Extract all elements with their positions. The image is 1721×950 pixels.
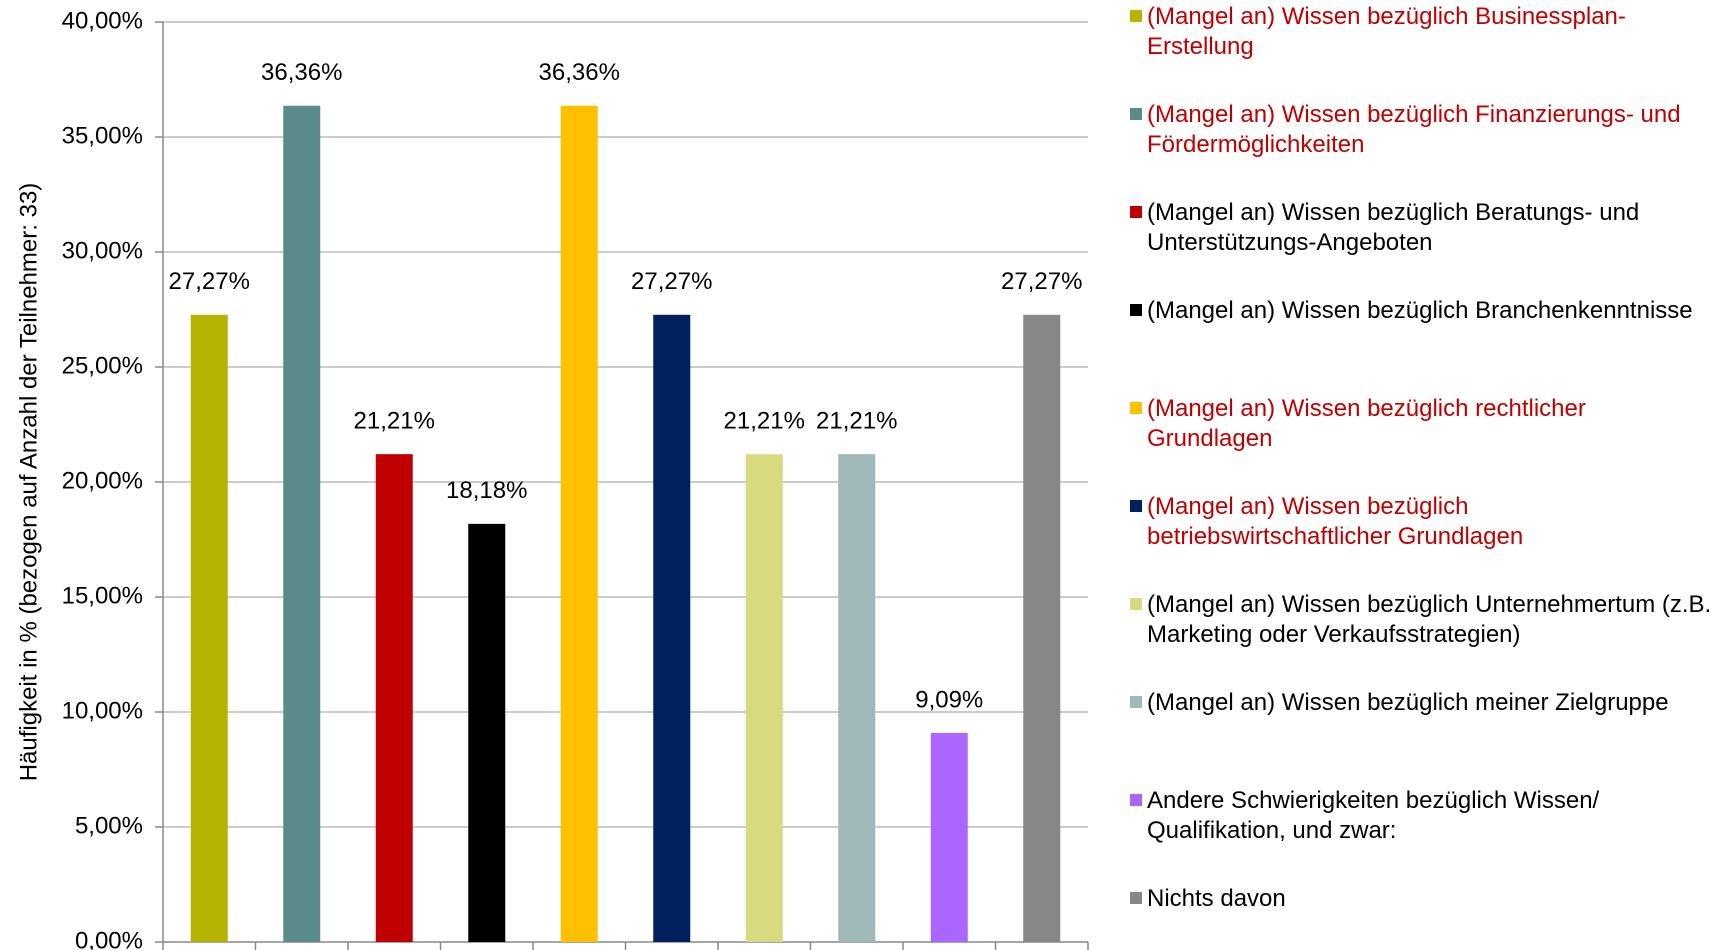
data-label: 27,27% xyxy=(631,268,712,295)
legend-label: (Mangel an) Wissen bezüglich Finanzierun… xyxy=(1147,101,1681,158)
legend-swatch xyxy=(1130,304,1142,316)
legend-entry: Nichts davon xyxy=(1130,884,1717,914)
legend-swatch xyxy=(1130,892,1142,904)
y-tick-label: 5,00% xyxy=(75,812,143,839)
legend-entry: (Mangel an) Wissen bezüglich Finanzierun… xyxy=(1130,100,1717,160)
legend-label: (Mangel an) Wissen bezüglich Businesspla… xyxy=(1147,3,1626,60)
legend-label: (Mangel an) Wissen bezüglich betriebswir… xyxy=(1147,493,1524,550)
y-tick-label: 40,00% xyxy=(62,7,143,34)
legend-label: (Mangel an) Wissen bezüglich Branchenken… xyxy=(1147,297,1693,324)
data-label: 21,21% xyxy=(354,408,435,435)
data-label: 21,21% xyxy=(724,408,805,435)
bar xyxy=(1023,314,1061,942)
legend-entry: (Mangel an) Wissen bezüglich Businesspla… xyxy=(1130,2,1717,62)
legend-entry: (Mangel an) Wissen bezüglich Unternehmer… xyxy=(1130,590,1717,650)
bar xyxy=(653,314,691,942)
chart: Häufigkeit in % (bezogen auf Anzahl der … xyxy=(15,7,1089,950)
y-tick-label: 35,00% xyxy=(62,122,143,149)
data-label: 9,09% xyxy=(915,686,983,713)
legend-entry: (Mangel an) Wissen bezüglich Beratungs- … xyxy=(1130,198,1717,258)
legend-label: Andere Schwierigkeiten bezüglich Wissen/… xyxy=(1147,787,1600,844)
legend-label: (Mangel an) Wissen bezüglich Unternehmer… xyxy=(1147,591,1712,648)
legend-label: Nichts davon xyxy=(1147,885,1286,912)
legend-swatch xyxy=(1130,10,1142,22)
bar xyxy=(375,454,413,942)
legend-entry: (Mangel an) Wissen bezüglich betriebswir… xyxy=(1130,492,1717,552)
legend-entry: (Mangel an) Wissen bezüglich Branchenken… xyxy=(1130,296,1717,326)
bar xyxy=(283,105,321,943)
y-tick-label: 10,00% xyxy=(62,697,143,724)
bar xyxy=(838,454,876,942)
legend-swatch xyxy=(1130,108,1142,120)
y-tick-label: 15,00% xyxy=(62,582,143,609)
bar xyxy=(560,105,598,943)
data-label: 36,36% xyxy=(261,59,342,86)
legend-swatch xyxy=(1130,402,1142,414)
data-label: 36,36% xyxy=(539,59,620,86)
data-label: 27,27% xyxy=(1001,268,1082,295)
legend-swatch xyxy=(1130,794,1142,806)
legend-entry: Andere Schwierigkeiten bezüglich Wissen/… xyxy=(1130,786,1717,846)
legend-swatch xyxy=(1130,206,1142,218)
bar xyxy=(468,523,506,942)
y-tick-label: 20,00% xyxy=(62,467,143,494)
data-label: 18,18% xyxy=(446,477,527,504)
bar xyxy=(930,732,968,942)
legend-swatch xyxy=(1130,500,1142,512)
y-tick-label: 25,00% xyxy=(62,352,143,379)
legend-entry: (Mangel an) Wissen bezüglich meiner Ziel… xyxy=(1130,688,1717,718)
legend-entry: (Mangel an) Wissen bezüglich rechtlicher… xyxy=(1130,394,1717,454)
legend-swatch xyxy=(1130,598,1142,610)
y-tick-label: 0,00% xyxy=(75,927,143,950)
data-label: 21,21% xyxy=(816,408,897,435)
data-label: 27,27% xyxy=(169,268,250,295)
bar xyxy=(190,314,228,942)
legend-swatch xyxy=(1130,696,1142,708)
legend-label: (Mangel an) Wissen bezüglich rechtlicher… xyxy=(1147,395,1586,452)
legend-label: (Mangel an) Wissen bezüglich Beratungs- … xyxy=(1147,199,1640,256)
legend-label: (Mangel an) Wissen bezüglich meiner Ziel… xyxy=(1147,689,1669,716)
y-axis-label: Häufigkeit in % (bezogen auf Anzahl der … xyxy=(15,183,42,782)
y-tick-label: 30,00% xyxy=(62,237,143,264)
bar xyxy=(745,454,783,942)
